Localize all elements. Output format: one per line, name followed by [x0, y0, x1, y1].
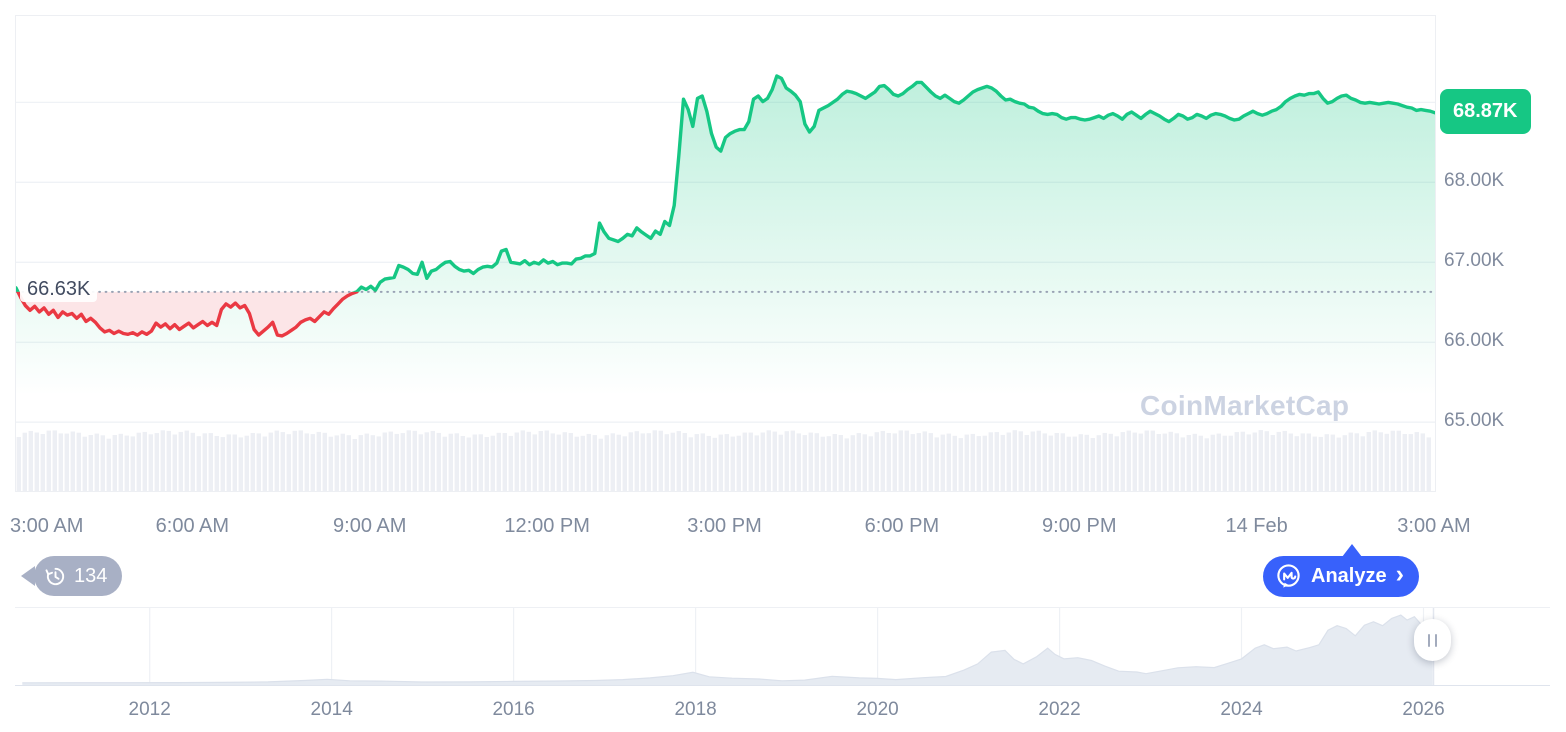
baseline-price-label: 66.63K: [20, 276, 98, 302]
watermark-brand: CoinMarketCap: [1140, 390, 1350, 421]
y-axis-label: 66.00K: [1444, 330, 1505, 352]
chevron-right-icon: ›: [1395, 560, 1404, 588]
coinmarketcap-chat-logo-icon: [1277, 564, 1300, 588]
price-chart[interactable]: CoinMarketCap: [15, 15, 1436, 492]
watermark: CoinMarketCap: [1140, 390, 1349, 422]
navigator-year-label: 2022: [1038, 699, 1081, 720]
navigator-year-label: 2024: [1220, 699, 1263, 720]
navigator-year-label: 2020: [856, 699, 899, 720]
analyze-pointer-arrow: [1342, 544, 1362, 557]
x-axis-label: 3:00 AM: [1397, 515, 1471, 537]
x-axis-label: 6:00 AM: [155, 515, 230, 537]
navigator-svg[interactable]: [15, 608, 1550, 685]
x-axis-label: 3:00 AM: [10, 515, 84, 537]
history-count: 134: [74, 564, 108, 587]
pause-bars-icon: [1435, 633, 1437, 647]
y-axis-label: 65.00K: [1444, 410, 1505, 432]
x-axis-label: 6:00 PM: [864, 515, 940, 537]
history-badge[interactable]: 134: [34, 556, 123, 596]
analyze-label: Analyze: [1311, 565, 1387, 587]
navigator-year-label: 2012: [128, 699, 171, 720]
y-axis-label: 67.00K: [1444, 250, 1505, 272]
navigator-year-label: 2016: [492, 699, 535, 720]
current-price-badge: 68.87K: [1440, 89, 1531, 135]
history-clock-icon: [45, 567, 65, 585]
navigator-year-label: 2018: [674, 699, 717, 720]
history-badge-arrow: [21, 566, 35, 586]
x-axis-label: 3:00 PM: [687, 515, 762, 537]
navigator-handle[interactable]: [1414, 619, 1451, 661]
navigator-year-label: 2026: [1402, 699, 1445, 720]
x-axis-label: 14 Feb: [1225, 515, 1288, 537]
navigator-year-label: 2014: [310, 699, 353, 720]
price-chart-svg[interactable]: [16, 16, 1435, 491]
pause-bars-icon: [1428, 633, 1430, 647]
navigator-chart[interactable]: [15, 607, 1550, 686]
analyze-button[interactable]: Analyze ›: [1263, 556, 1419, 597]
x-axis-label: 9:00 PM: [1042, 515, 1117, 537]
y-axis-label: 68.00K: [1444, 170, 1505, 192]
x-axis-label: 9:00 AM: [333, 515, 407, 537]
x-axis-label: 12:00 PM: [504, 515, 590, 537]
